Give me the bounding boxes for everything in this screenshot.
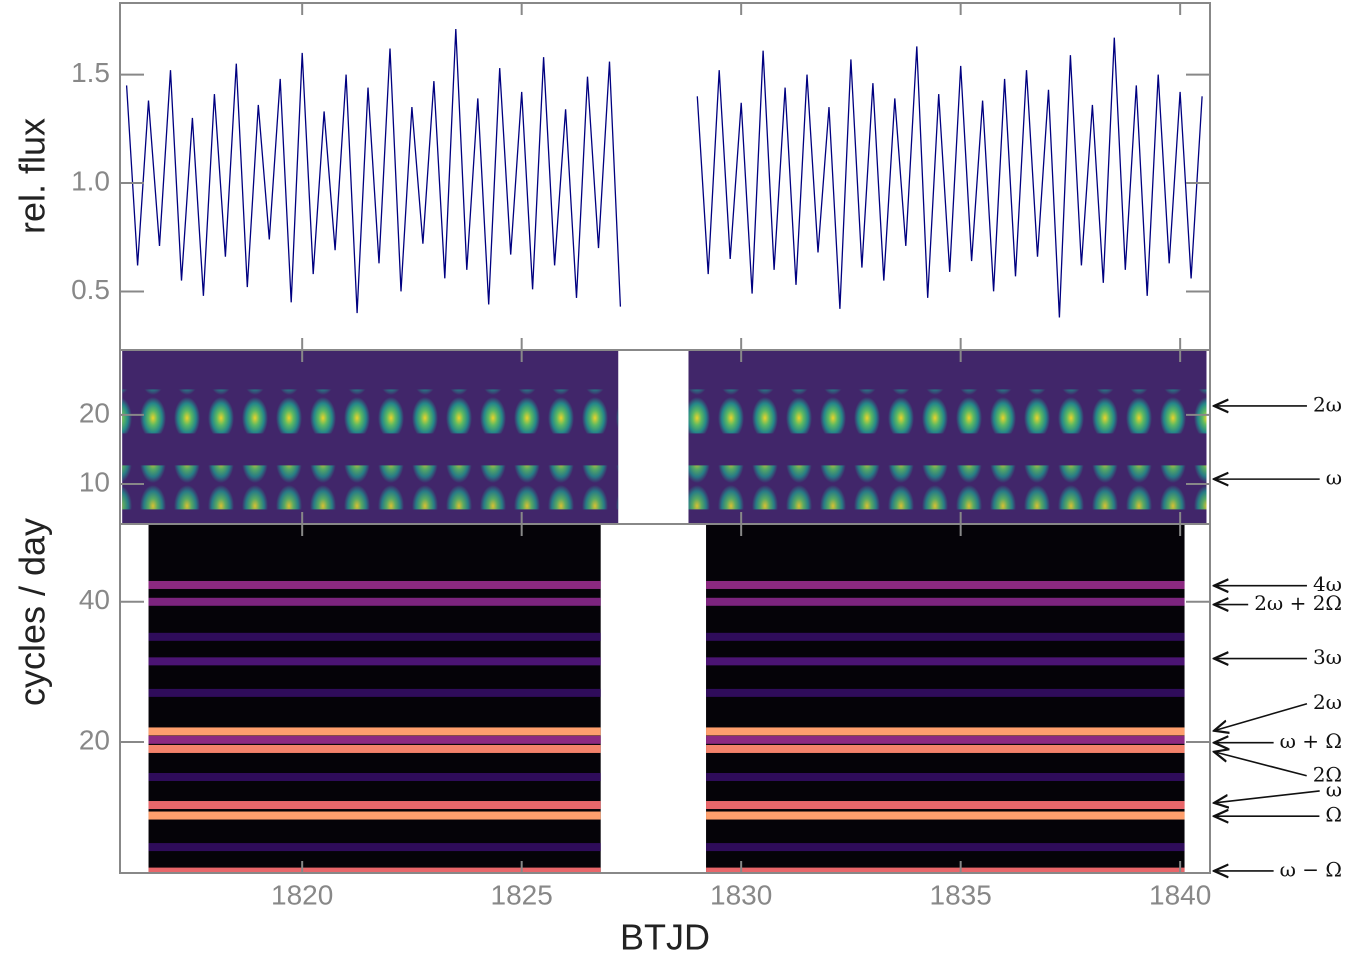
power-band <box>148 597 601 606</box>
power-band <box>706 657 1185 666</box>
y-tick-label: 10 <box>79 466 110 497</box>
power-band <box>122 389 619 434</box>
power-band <box>688 465 1207 510</box>
x-tick-label: 1825 <box>491 879 553 910</box>
annotation-label: 2ω + 2Ω <box>1254 591 1342 615</box>
power-band <box>706 801 1185 810</box>
power-band <box>122 465 619 510</box>
power-band <box>148 843 601 852</box>
power-band <box>706 867 1185 873</box>
spectrogram-segment <box>148 524 601 873</box>
annotation-label: Ω <box>1325 803 1342 827</box>
panel-frame <box>119 523 1211 874</box>
power-band <box>706 744 1185 753</box>
annotation-arrow <box>1214 790 1320 803</box>
power-band <box>148 688 601 697</box>
power-band <box>148 867 601 873</box>
y-axis-label: cycles / day <box>12 518 53 706</box>
annotation-label: ω − Ω <box>1280 857 1342 881</box>
annotation-arrow <box>1214 702 1308 731</box>
y-tick-label: 0.5 <box>71 274 110 305</box>
annotation-label: ω <box>1326 466 1342 490</box>
annotation-label: ω <box>1326 777 1342 801</box>
power-band <box>706 597 1185 606</box>
annotation-label: ω + Ω <box>1280 729 1342 753</box>
x-tick-label: 1840 <box>1149 879 1211 910</box>
plot-area <box>122 350 1207 524</box>
y-tick-label: 20 <box>79 397 110 428</box>
y-tick-label: 40 <box>79 584 110 615</box>
annotation-label: 2ω <box>1313 690 1342 714</box>
x-tick-label: 1820 <box>271 879 333 910</box>
annotation-label: 2ω <box>1313 392 1342 416</box>
power-band <box>688 389 1207 434</box>
power-band <box>148 632 601 641</box>
power-band <box>148 772 601 781</box>
power-band <box>148 811 601 820</box>
power-band <box>706 727 1185 736</box>
power-band <box>148 657 601 666</box>
annotation-label: 3ω <box>1313 645 1342 669</box>
power-band <box>706 688 1185 697</box>
annotation-label: 2Ω <box>1313 762 1342 786</box>
power-band <box>706 772 1185 781</box>
y-axis-label: rel. flux <box>12 118 53 234</box>
x-tick-label: 1835 <box>930 879 992 910</box>
annotation-label: 4ω <box>1313 572 1342 596</box>
spectrogram-segment <box>706 524 1185 873</box>
y-tick-label: 1.0 <box>71 165 110 196</box>
panel-frame <box>119 2 1211 351</box>
annotation-arrow <box>1214 752 1307 777</box>
x-axis-label: BTJD <box>620 917 710 958</box>
power-band <box>706 843 1185 852</box>
power-band <box>148 744 601 753</box>
power-band <box>706 632 1185 641</box>
power-band <box>148 727 601 736</box>
x-tick-label: 1830 <box>710 879 772 910</box>
power-band <box>148 735 601 744</box>
y-tick-label: 1.5 <box>71 57 110 88</box>
power-band <box>706 811 1185 820</box>
plot-area <box>125 28 1203 318</box>
plot-area <box>148 524 1185 873</box>
y-tick-label: 20 <box>79 724 110 755</box>
power-band <box>706 580 1185 589</box>
power-band <box>148 580 601 589</box>
power-band <box>706 735 1185 744</box>
flux-line <box>125 28 1203 318</box>
power-band <box>148 801 601 810</box>
